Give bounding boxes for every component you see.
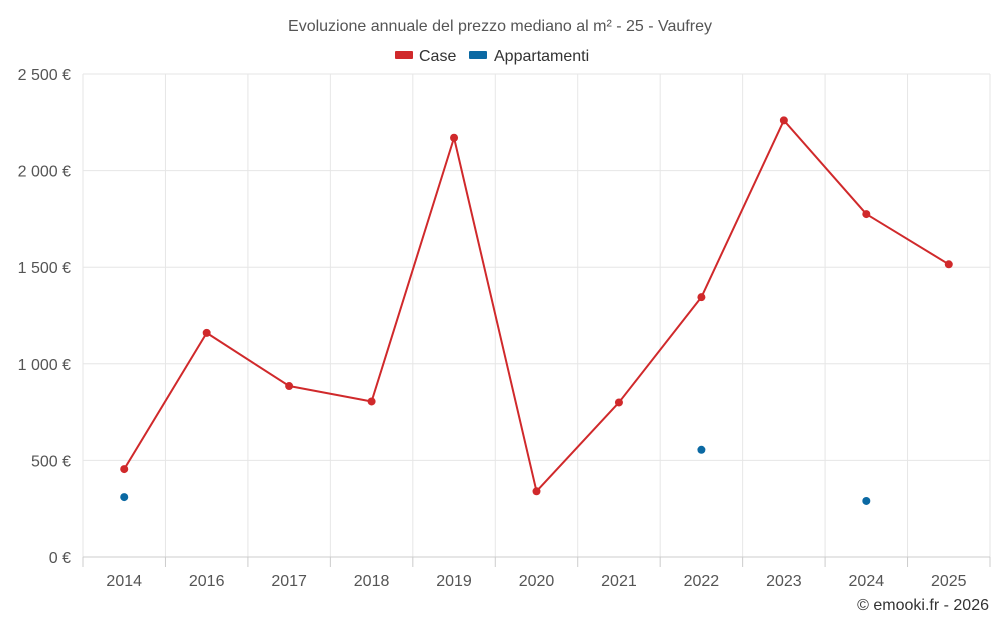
data-point-case-2017[interactable]: [285, 382, 294, 391]
data-point-case-2022[interactable]: [697, 293, 706, 302]
x-tick-label: 2016: [189, 573, 225, 590]
data-point-case-2020[interactable]: [532, 487, 541, 496]
chart-title: Evoluzione annuale del prezzo mediano al…: [288, 18, 712, 35]
data-point-case-2024[interactable]: [862, 210, 871, 219]
data-point-appartamenti-2014[interactable]: [120, 493, 129, 502]
series-layer: [120, 116, 953, 505]
legend-item-appartamenti[interactable]: Appartamenti: [469, 48, 589, 65]
data-point-case-2023[interactable]: [779, 116, 788, 125]
data-point-case-2014[interactable]: [120, 465, 129, 474]
x-tick-label: 2024: [849, 573, 885, 590]
series-appartamenti: [120, 445, 871, 505]
x-tick-label: 2014: [106, 573, 142, 590]
x-tick-label: 2018: [354, 573, 390, 590]
x-tick-label: 2019: [436, 573, 472, 590]
legend-swatch-appartamenti: [469, 51, 487, 59]
data-point-appartamenti-2024[interactable]: [862, 496, 871, 505]
data-point-case-2025[interactable]: [944, 260, 953, 269]
data-point-case-2021[interactable]: [614, 398, 623, 407]
y-tick-label: 1 000 €: [18, 357, 71, 374]
y-tick-label: 500 €: [31, 453, 71, 470]
y-tick-label: 2 000 €: [18, 164, 71, 181]
legend-label-case: Case: [419, 48, 456, 65]
legend-item-case[interactable]: Case: [395, 48, 456, 65]
grid: [82, 73, 991, 557]
y-tick-label: 1 500 €: [18, 260, 71, 277]
legend: Case Appartamenti: [395, 48, 589, 65]
x-tick-label: 2020: [519, 573, 555, 590]
y-tick-label: 2 500 €: [18, 67, 71, 84]
x-tick-label: 2017: [271, 573, 307, 590]
series-case: [120, 116, 953, 496]
x-tick-label: 2021: [601, 573, 637, 590]
data-point-case-2016[interactable]: [202, 328, 211, 337]
x-tick-label: 2025: [931, 573, 967, 590]
x-tick-label: 2023: [766, 573, 802, 590]
legend-swatch-case: [395, 51, 413, 59]
credits-text[interactable]: © emooki.fr - 2026: [857, 597, 989, 614]
data-point-case-2018[interactable]: [367, 397, 376, 406]
axes: 0 € 500 € 1 000 € 1 500 € 2 000 € 2 500 € 2014…: [18, 67, 991, 590]
legend-label-appartamenti: Appartamenti: [494, 48, 589, 65]
data-point-case-2019[interactable]: [450, 133, 459, 142]
y-tick-label: 0 €: [49, 550, 71, 567]
data-point-appartamenti-2022[interactable]: [697, 445, 706, 454]
x-tick-label: 2022: [684, 573, 720, 590]
